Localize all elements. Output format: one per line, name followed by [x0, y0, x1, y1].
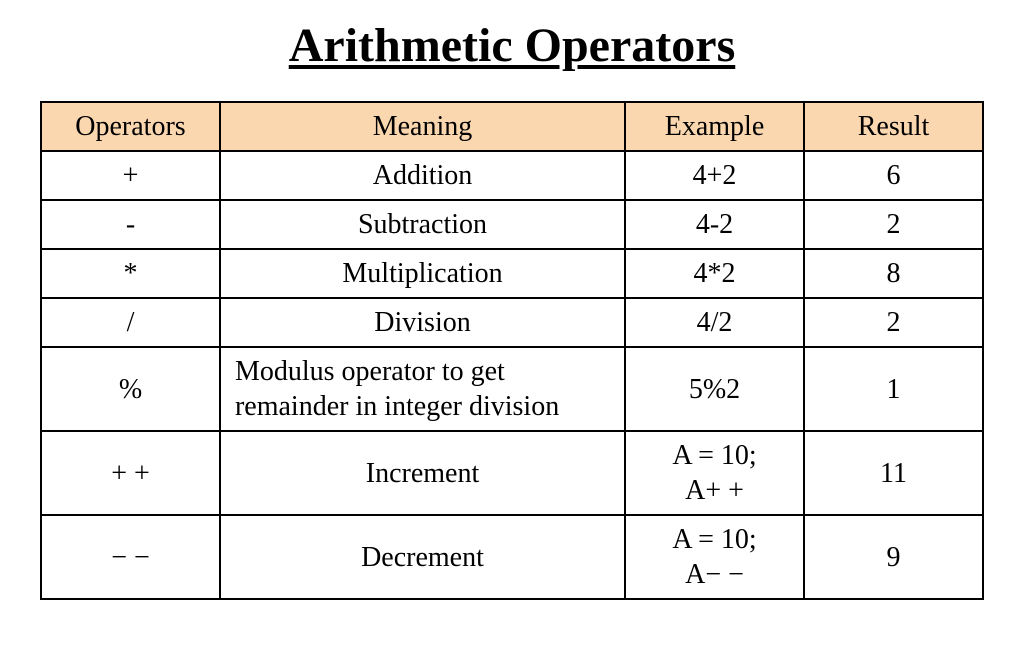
cell-operator: *	[41, 249, 220, 298]
cell-meaning: Multiplication	[220, 249, 625, 298]
cell-meaning: Modulus operator to get remainder in int…	[220, 347, 625, 431]
table-header-row: Operators Meaning Example Result	[41, 102, 983, 151]
col-operators: Operators	[41, 102, 220, 151]
cell-operator: %	[41, 347, 220, 431]
cell-example: A = 10;A+ +	[625, 431, 804, 515]
col-example: Example	[625, 102, 804, 151]
table-body: +Addition4+26-Subtraction4-22*Multiplica…	[41, 151, 983, 599]
cell-operator: − −	[41, 515, 220, 599]
cell-result: 2	[804, 298, 983, 347]
table-row: %Modulus operator to get remainder in in…	[41, 347, 983, 431]
cell-result: 2	[804, 200, 983, 249]
table-row: *Multiplication4*28	[41, 249, 983, 298]
operators-table: Operators Meaning Example Result +Additi…	[40, 101, 984, 600]
cell-result: 6	[804, 151, 983, 200]
cell-meaning: Division	[220, 298, 625, 347]
cell-operator: /	[41, 298, 220, 347]
cell-operator: +	[41, 151, 220, 200]
cell-example: A = 10;A− −	[625, 515, 804, 599]
table-row: − −DecrementA = 10;A− −9	[41, 515, 983, 599]
cell-result: 1	[804, 347, 983, 431]
cell-meaning: Increment	[220, 431, 625, 515]
table-row: -Subtraction4-22	[41, 200, 983, 249]
cell-example: 4-2	[625, 200, 804, 249]
cell-operator: + +	[41, 431, 220, 515]
table-row: + +IncrementA = 10;A+ +11	[41, 431, 983, 515]
table-row: /Division4/22	[41, 298, 983, 347]
page-title: Arithmetic Operators	[40, 18, 984, 73]
cell-example: 5%2	[625, 347, 804, 431]
cell-result: 9	[804, 515, 983, 599]
cell-example: 4*2	[625, 249, 804, 298]
cell-example: 4/2	[625, 298, 804, 347]
cell-operator: -	[41, 200, 220, 249]
cell-meaning: Addition	[220, 151, 625, 200]
table-row: +Addition4+26	[41, 151, 983, 200]
cell-meaning: Decrement	[220, 515, 625, 599]
col-result: Result	[804, 102, 983, 151]
col-meaning: Meaning	[220, 102, 625, 151]
cell-meaning: Subtraction	[220, 200, 625, 249]
cell-result: 8	[804, 249, 983, 298]
cell-example: 4+2	[625, 151, 804, 200]
cell-result: 11	[804, 431, 983, 515]
